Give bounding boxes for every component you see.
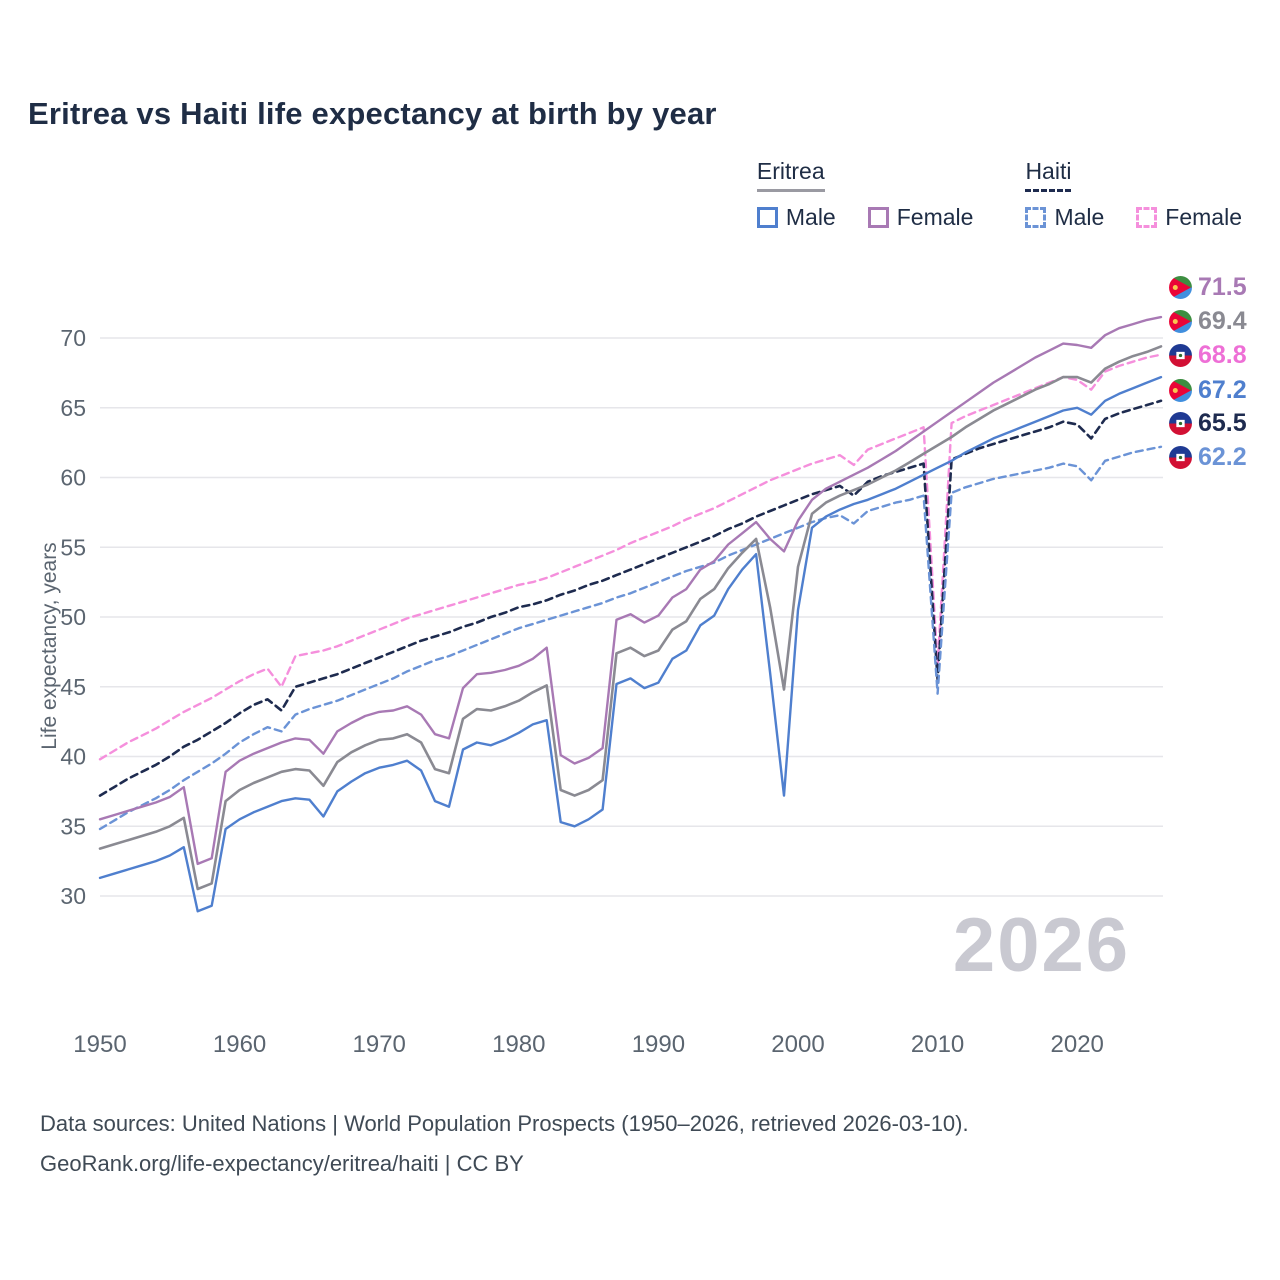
- page-title: Eritrea vs Haiti life expectancy at birt…: [28, 96, 717, 131]
- watermark-year: 2026: [952, 903, 1130, 988]
- legend-header-eritrea: Eritrea: [756, 158, 825, 192]
- y-tick-40: 40: [60, 744, 86, 770]
- legend-header-haiti: Haiti: [1025, 158, 1072, 192]
- series-line-eritrea-both: [98, 345, 1163, 891]
- legend-label-haiti-female[interactable]: Female: [1165, 204, 1242, 230]
- legend-swatch-haiti-male[interactable]: [1025, 207, 1047, 228]
- x-tick-1980: 1980: [492, 1031, 545, 1058]
- series-line-haiti-female: [98, 353, 1163, 761]
- series-line-eritrea-male: [98, 375, 1163, 913]
- legend-swatch-haiti-female[interactable]: [1136, 207, 1158, 228]
- y-tick-55: 55: [60, 534, 86, 560]
- legend-label-eritrea-female[interactable]: Female: [896, 204, 974, 230]
- y-tick-60: 60: [60, 465, 86, 491]
- y-tick-35: 35: [60, 813, 86, 839]
- legend-label-eritrea-male[interactable]: Male: [785, 204, 836, 230]
- footer-link: GeoRank.org/life-expectancy/eritrea/hait…: [40, 1150, 524, 1176]
- legend-group-eritrea: Eritrea Male Female: [756, 158, 974, 231]
- legend-label-haiti-male[interactable]: Male: [1054, 204, 1105, 230]
- series-line-haiti-male: [98, 445, 1163, 831]
- x-tick-1970: 1970: [353, 1031, 406, 1058]
- legend-group-haiti: Haiti Male Female: [1025, 158, 1242, 231]
- series-line-eritrea-female: [98, 315, 1163, 866]
- legend-swatch-eritrea-female[interactable]: [867, 207, 889, 228]
- series-line-haiti-both: [98, 399, 1163, 797]
- x-tick-1960: 1960: [213, 1031, 266, 1058]
- x-tick-2000: 2000: [771, 1031, 824, 1058]
- x-tick-2010: 2010: [911, 1031, 964, 1058]
- y-tick-50: 50: [60, 604, 86, 630]
- y-tick-30: 30: [60, 883, 86, 909]
- legend-swatch-eritrea-male[interactable]: [756, 207, 778, 228]
- x-tick-2020: 2020: [1051, 1031, 1104, 1058]
- x-tick-1950: 1950: [73, 1031, 126, 1058]
- footer: Data sources: United Nations | World Pop…: [40, 1104, 969, 1183]
- y-tick-70: 70: [60, 325, 86, 351]
- x-tick-1990: 1990: [632, 1031, 685, 1058]
- legend: Eritrea Male Female Haiti Male Female: [756, 158, 1242, 231]
- footer-sources: Data sources: United Nations | World Pop…: [40, 1111, 969, 1136]
- y-tick-45: 45: [60, 674, 86, 700]
- y-tick-65: 65: [60, 395, 86, 421]
